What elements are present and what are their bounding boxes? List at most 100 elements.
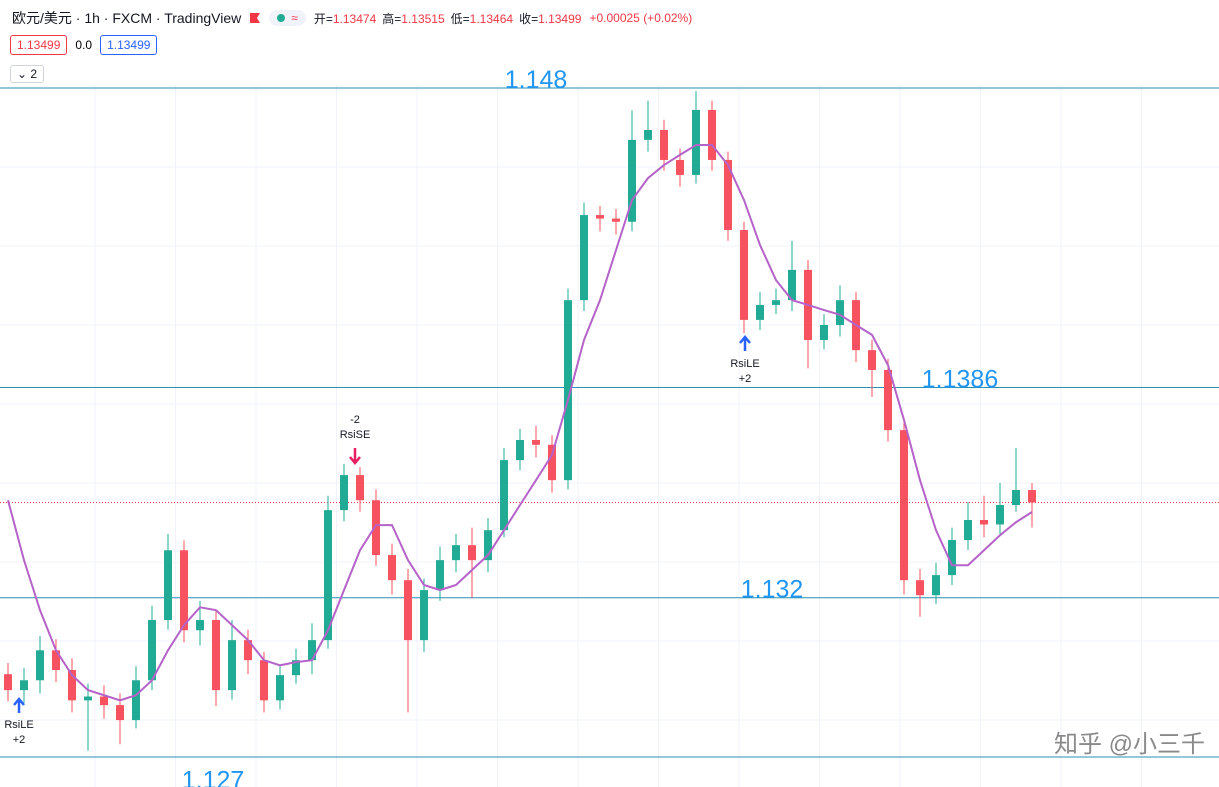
- candle-body: [884, 369, 892, 431]
- level-label: 1.127: [182, 767, 245, 787]
- candle-body: [308, 640, 316, 661]
- candle-body: [756, 304, 764, 320]
- candle-body: [372, 500, 380, 556]
- candle-body: [596, 215, 604, 219]
- signal-qty: +2: [13, 734, 26, 746]
- candle-body: [260, 660, 268, 701]
- candle-body: [900, 430, 908, 581]
- watermark: 知乎 @小三千: [1053, 731, 1205, 758]
- candle-body: [404, 580, 412, 641]
- signal-qty: +2: [739, 373, 752, 385]
- ohlc-label: 高=: [382, 11, 402, 26]
- candle-body: [676, 159, 684, 175]
- candle-body: [452, 545, 460, 561]
- candle-body: [708, 109, 716, 160]
- candle-body: [100, 696, 108, 706]
- moving-average: [7, 143, 1033, 702]
- candle-body: [1028, 490, 1036, 503]
- ohlc-label: 开=: [313, 11, 333, 26]
- candle-body: [196, 620, 204, 631]
- candle-body: [548, 444, 556, 481]
- candle-body: [628, 139, 636, 222]
- long-arrow: [13, 697, 25, 713]
- grid: [0, 85, 1219, 787]
- candle-body: [356, 475, 364, 501]
- candle-body: [932, 575, 940, 596]
- candle-body: [148, 620, 156, 681]
- candle-body: [84, 696, 92, 701]
- candle-body: [436, 560, 444, 591]
- candle-body: [580, 215, 588, 301]
- status-pill[interactable]: ≈: [269, 10, 306, 26]
- level-label: 1.132: [741, 576, 804, 604]
- collapse-count: 2: [30, 67, 38, 81]
- candle-body: [532, 440, 540, 445]
- flag-icon: [250, 13, 261, 23]
- candle-body: [516, 440, 524, 461]
- candle-body: [692, 109, 700, 175]
- candle-body: [740, 230, 748, 320]
- short-arrow: [349, 448, 361, 465]
- header: 欧元/美元 · 1h · FXCM · TradingView ≈ 开=1.13…: [12, 8, 692, 28]
- candle-body: [324, 510, 332, 641]
- ohlc-value: 1.13499: [538, 11, 582, 26]
- candle-body: [660, 129, 668, 160]
- signal-label: RsiLE: [4, 719, 33, 731]
- candle-body: [500, 460, 508, 531]
- levels: 1.148 1.1386 1.132 1.127: [0, 66, 1219, 787]
- candle-body: [916, 580, 924, 596]
- signal: RsiLE +2: [730, 335, 760, 385]
- ohlc-item: 高=1.13515: [382, 10, 444, 27]
- candle-body: [964, 519, 972, 541]
- price-boxes: 1.13499 0.0 1.13499: [10, 35, 158, 55]
- ohlc-item: 收=1.13499: [519, 10, 581, 27]
- candle-body: [52, 650, 60, 671]
- candle-body: [868, 350, 876, 370]
- change: +0.00025 (+0.02%): [589, 11, 693, 25]
- level-label: 1.1386: [922, 365, 998, 393]
- candle-body: [180, 550, 188, 631]
- candle-body: [1012, 490, 1020, 506]
- candle-body: [644, 129, 652, 140]
- candle-body: [132, 680, 140, 721]
- candle-body: [948, 540, 956, 576]
- long-arrow: [739, 335, 751, 351]
- ohlc-value: 1.13474: [332, 11, 377, 26]
- candle-body: [772, 300, 780, 305]
- ohlc-value: 1.13515: [401, 11, 445, 26]
- ohlc-label: 低=: [450, 11, 470, 26]
- spread: 0.0: [75, 38, 93, 52]
- collapse-button[interactable]: ⌄ 2: [10, 65, 45, 83]
- candle-body: [788, 269, 796, 301]
- ohlc-label: 收=: [519, 11, 539, 26]
- symbol: 欧元/美元 · 1h · FXCM · TradingView: [12, 10, 242, 26]
- sell-box[interactable]: 1.13499: [10, 35, 68, 55]
- change-wrap: +0.00025 (+0.02%): [589, 11, 692, 25]
- signal: RsiLE +2: [4, 697, 34, 746]
- level-label: 1.148: [505, 66, 568, 94]
- candle-body: [340, 475, 348, 511]
- candle-body: [244, 640, 252, 661]
- candle-body: [612, 218, 620, 222]
- candle-body: [164, 550, 172, 621]
- candle-body: [36, 650, 44, 681]
- buy-box[interactable]: 1.13499: [100, 35, 158, 55]
- candle-body: [836, 300, 844, 325]
- plot: [0, 91, 1219, 751]
- candle-body: [820, 324, 828, 340]
- candle-body: [420, 590, 428, 641]
- signal-qty: -2: [350, 414, 360, 426]
- candle-body: [20, 680, 28, 691]
- ohlc-item: 低=1.13464: [451, 10, 513, 27]
- candle-body: [996, 505, 1004, 525]
- candle-body: [484, 530, 492, 561]
- candle-body: [724, 159, 732, 231]
- ohlc: 开=1.13474 高=1.13515 低=1.13464 收=1.13499: [314, 10, 582, 27]
- candle-body: [468, 545, 476, 561]
- ohlc-item: 开=1.13474: [314, 10, 376, 27]
- signal-label: RsiSE: [340, 429, 371, 441]
- candle-body: [116, 705, 124, 721]
- ohlc-value: 1.13464: [469, 11, 514, 26]
